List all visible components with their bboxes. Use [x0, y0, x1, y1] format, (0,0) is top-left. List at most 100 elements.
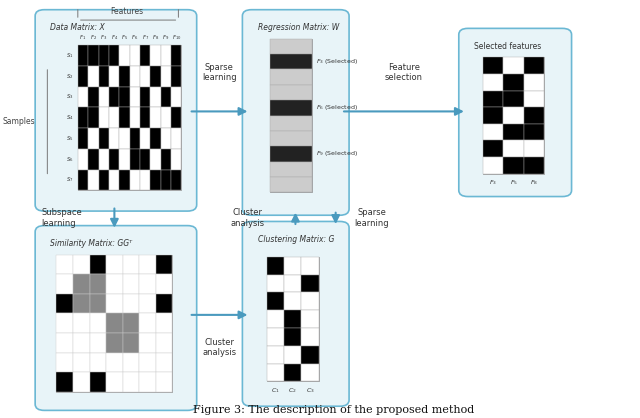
- Bar: [119, 45, 130, 66]
- Bar: [270, 177, 312, 192]
- Text: $F_9$ (Selected): $F_9$ (Selected): [316, 150, 357, 158]
- Bar: [56, 255, 73, 274]
- Bar: [161, 45, 171, 66]
- Bar: [267, 364, 284, 381]
- Bar: [504, 157, 524, 174]
- Text: Subspace
learning: Subspace learning: [41, 209, 82, 228]
- Text: Similarity Matrix: GGᵀ: Similarity Matrix: GGᵀ: [51, 240, 132, 248]
- Text: $F_2$: $F_2$: [90, 33, 97, 42]
- Bar: [119, 128, 130, 149]
- Bar: [56, 352, 73, 372]
- FancyBboxPatch shape: [459, 28, 572, 196]
- Bar: [284, 364, 301, 381]
- Bar: [140, 333, 156, 352]
- Bar: [504, 107, 524, 124]
- Bar: [171, 45, 182, 66]
- Bar: [270, 162, 312, 177]
- Bar: [483, 57, 544, 174]
- Text: $F_6$: $F_6$: [131, 33, 138, 42]
- Bar: [140, 294, 156, 314]
- Text: $F_3$: $F_3$: [490, 178, 497, 187]
- Bar: [78, 107, 88, 128]
- Bar: [161, 66, 171, 87]
- Bar: [56, 274, 73, 294]
- Bar: [73, 274, 90, 294]
- Bar: [78, 128, 88, 149]
- Bar: [156, 294, 172, 314]
- Bar: [119, 149, 130, 170]
- Bar: [99, 87, 109, 107]
- Bar: [524, 57, 544, 74]
- Bar: [267, 328, 284, 346]
- FancyBboxPatch shape: [35, 226, 196, 410]
- Bar: [78, 66, 88, 87]
- Bar: [123, 274, 140, 294]
- Bar: [161, 128, 171, 149]
- Bar: [109, 107, 119, 128]
- Bar: [130, 128, 140, 149]
- Bar: [109, 170, 119, 190]
- Text: Sparse
learning: Sparse learning: [355, 209, 389, 228]
- Text: Sparse
learning: Sparse learning: [202, 63, 237, 82]
- Bar: [267, 310, 284, 328]
- Bar: [140, 128, 150, 149]
- Bar: [90, 274, 106, 294]
- Bar: [483, 157, 504, 174]
- Bar: [106, 372, 123, 392]
- Text: $F_5$: $F_5$: [509, 178, 518, 187]
- Bar: [267, 275, 284, 292]
- Bar: [483, 124, 504, 140]
- Bar: [88, 149, 99, 170]
- Text: $F_3$ (Selected): $F_3$ (Selected): [316, 57, 357, 66]
- Bar: [73, 372, 90, 392]
- Bar: [73, 314, 90, 333]
- Text: $S_6$: $S_6$: [66, 155, 74, 163]
- Bar: [284, 275, 301, 292]
- Bar: [171, 170, 182, 190]
- Bar: [99, 128, 109, 149]
- Bar: [99, 45, 109, 66]
- Text: $F_{10}$: $F_{10}$: [172, 33, 181, 42]
- Bar: [270, 131, 312, 146]
- Bar: [123, 333, 140, 352]
- Bar: [156, 274, 172, 294]
- Bar: [56, 255, 172, 392]
- Bar: [119, 107, 130, 128]
- Bar: [73, 255, 90, 274]
- Bar: [504, 124, 524, 140]
- Bar: [140, 66, 150, 87]
- Text: $F_8$: $F_8$: [152, 33, 159, 42]
- Bar: [109, 149, 119, 170]
- Text: $F_6$ (Selected): $F_6$ (Selected): [316, 103, 357, 112]
- Bar: [161, 149, 171, 170]
- Bar: [301, 328, 319, 346]
- Bar: [140, 107, 150, 128]
- Text: $F_9$: $F_9$: [163, 33, 170, 42]
- Bar: [150, 45, 161, 66]
- Bar: [150, 87, 161, 107]
- Bar: [161, 107, 171, 128]
- Bar: [156, 333, 172, 352]
- Text: Features: Features: [110, 7, 143, 16]
- Text: Cluster
analysis: Cluster analysis: [230, 209, 264, 228]
- Text: Regression Matrix: W: Regression Matrix: W: [258, 23, 339, 33]
- Bar: [150, 170, 161, 190]
- Bar: [171, 107, 182, 128]
- Bar: [130, 45, 140, 66]
- Bar: [140, 45, 150, 66]
- Bar: [106, 333, 123, 352]
- Bar: [56, 294, 73, 314]
- Bar: [284, 310, 301, 328]
- Bar: [156, 255, 172, 274]
- Bar: [119, 87, 130, 107]
- Bar: [88, 170, 99, 190]
- Bar: [99, 107, 109, 128]
- Bar: [88, 45, 99, 66]
- Text: $C_2$: $C_2$: [289, 386, 297, 395]
- Bar: [88, 87, 99, 107]
- Bar: [123, 372, 140, 392]
- Text: $S_2$: $S_2$: [66, 71, 74, 81]
- Text: Data Matrix: X: Data Matrix: X: [51, 23, 105, 33]
- Bar: [270, 54, 312, 69]
- Text: Samples: Samples: [3, 117, 35, 126]
